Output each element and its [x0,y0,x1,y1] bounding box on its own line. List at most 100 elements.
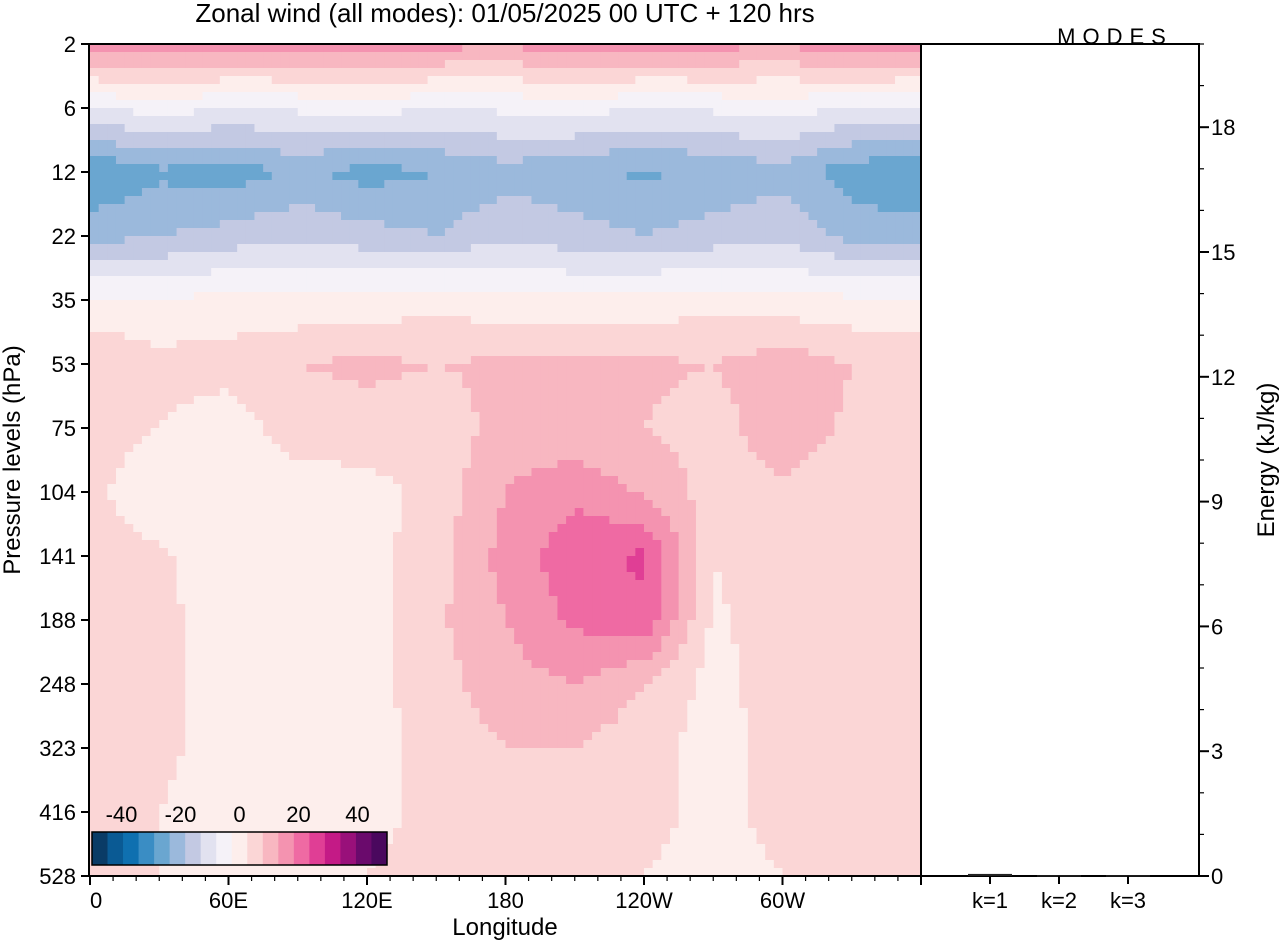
heatmap-cell [254,156,264,165]
heatmap-cell [444,204,455,213]
heatmap-cell [263,108,273,117]
heatmap-cell [817,388,827,397]
heatmap-cell [141,148,152,157]
heatmap-cell [401,332,411,341]
heatmap-cell [410,148,420,157]
heatmap-cell [185,260,195,269]
heatmap-cell [228,372,238,381]
heatmap-cell [877,92,887,101]
heatmap-cell [289,84,299,93]
heatmap-cell [618,244,628,253]
heatmap-cell [193,124,204,133]
heatmap-cell [453,292,463,301]
heatmap-cell [695,212,706,221]
heatmap-cell [609,180,619,189]
heatmap-cell [869,436,879,445]
heatmap-cell [444,444,455,453]
heatmap-cell [773,100,784,109]
heatmap-cell [903,180,913,189]
heatmap-cell [895,204,905,213]
heatmap-cell [115,116,126,125]
heatmap-cell [245,404,256,413]
heatmap-cell [254,308,264,317]
heatmap-cell [418,156,429,165]
heatmap-cell [436,412,446,421]
heatmap-cell [341,380,351,389]
heatmap-cell [739,180,749,189]
heatmap-cell [505,164,515,173]
heatmap-cell [401,92,411,101]
heatmap-cell [713,108,723,117]
heatmap-cell [427,44,437,53]
heatmap-cell [644,452,654,461]
heatmap-cell [228,156,238,165]
heatmap-cell [202,140,212,149]
heatmap-cell [618,108,628,117]
heatmap-cell [280,140,290,149]
heatmap-cell [289,252,299,261]
heatmap-cell [860,244,870,253]
heatmap-cell [808,372,818,381]
heatmap-cell [306,100,316,109]
heatmap-cell [90,268,100,277]
heatmap-cell [367,172,377,181]
heatmap-cell [297,68,308,77]
heatmap-cell [903,276,913,285]
heatmap-cell [661,156,671,165]
heatmap-cell [219,276,230,285]
heatmap-cell [695,276,706,285]
heatmap-cell [384,164,394,173]
heatmap-cell [323,180,333,189]
heatmap-cell [375,340,385,349]
heatmap-cell [341,356,351,365]
heatmap-cell [843,348,853,357]
heatmap-cell [721,52,732,61]
heatmap-cell [349,84,359,93]
heatmap-cell [219,140,230,149]
heatmap-cell [782,324,792,333]
heatmap-cell [297,276,308,285]
heatmap-cell [609,300,619,309]
heatmap-cell [522,388,533,397]
heatmap-cell [401,276,411,285]
heatmap-cell [522,372,533,381]
heatmap-cell [635,108,645,117]
heatmap-cell [817,348,827,357]
heatmap-cell [254,356,264,365]
heatmap-cell [375,164,385,173]
heatmap-cell [765,260,775,269]
heatmap-cell [496,428,507,437]
heatmap-cell [592,404,602,413]
heatmap-cell [808,180,818,189]
heatmap-cell [877,108,887,117]
heatmap-cell [418,356,429,365]
heatmap-cell [566,236,576,245]
heatmap-cell [436,324,446,333]
heatmap-cell [254,372,264,381]
heatmap-cell [669,428,680,437]
heatmap-cell [799,380,810,389]
heatmap-cell [678,44,688,53]
heatmap-cell [90,220,100,229]
heatmap-cell [315,164,325,173]
heatmap-cell [600,156,610,165]
heatmap-cell [609,356,619,365]
heatmap-cell [237,436,247,445]
heatmap-cell [652,52,662,61]
heatmap-cell [851,44,862,53]
heatmap-cell [488,412,498,421]
heatmap-cell [375,348,385,357]
heatmap-cell [349,156,359,165]
heatmap-cell [566,156,576,165]
heatmap-cell [730,188,740,197]
heatmap-cell [574,396,585,405]
heatmap-cell [323,292,333,301]
heatmap-cell [271,212,282,221]
heatmap-cell [739,84,749,93]
heatmap-cell [280,284,290,293]
heatmap-cell [626,108,636,117]
heatmap-cell [557,204,567,213]
heatmap-cell [583,364,593,373]
heatmap-cell [886,140,896,149]
heatmap-cell [202,268,212,277]
